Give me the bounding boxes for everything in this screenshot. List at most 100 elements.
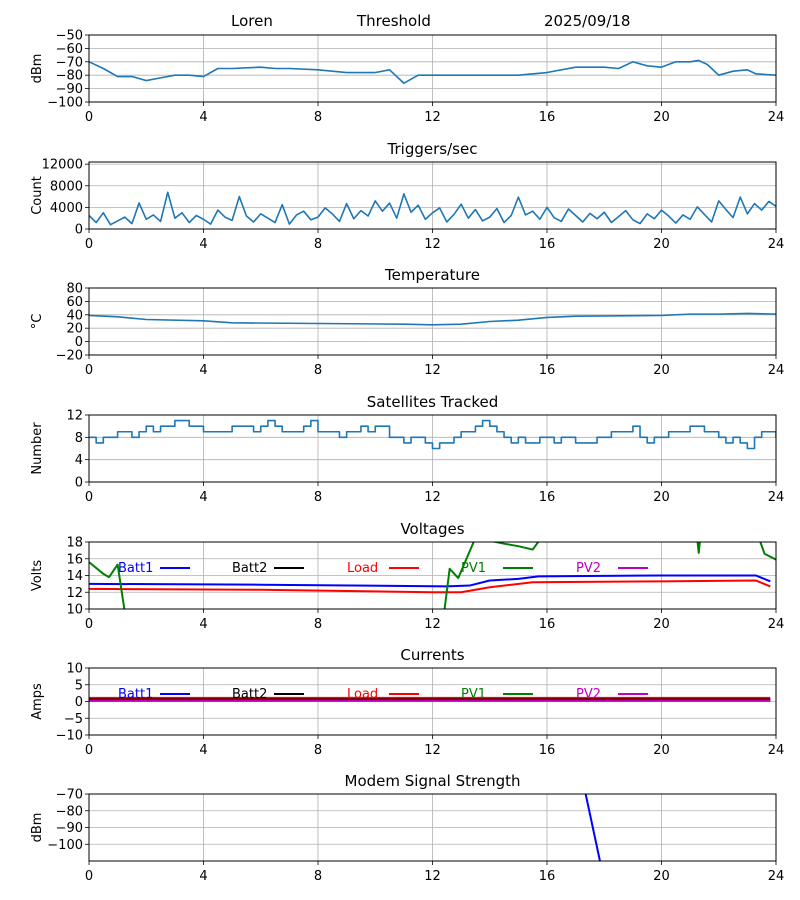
series-line-pv1 bbox=[89, 542, 776, 609]
legend-label-batt2: Batt2 bbox=[232, 687, 267, 702]
axes-frame bbox=[88, 287, 777, 356]
subplot-7: 0 4 8 12 16 20 24 −70−80 −90 −100 Modem Signal Str… bbox=[30, 772, 784, 884]
x-tick-label: 0 bbox=[85, 363, 93, 378]
y-tick-label: 8 bbox=[75, 431, 83, 446]
subplot-title: Satellites Tracked bbox=[367, 393, 498, 411]
x-tick-label: 24 bbox=[768, 110, 785, 125]
subplot-title: Voltages bbox=[400, 520, 464, 538]
y-tick-label: −20 bbox=[56, 349, 83, 364]
y-tick-label: −80 bbox=[56, 69, 83, 84]
legend-label-pv2: PV2 bbox=[576, 561, 601, 576]
legend-label-pv1: PV1 bbox=[461, 561, 486, 576]
subplot-2: 0 4 8 12 16 20 24 0 4000 8000 12000 Triggers/sec Cou… bbox=[30, 140, 784, 252]
x-tick-label: 16 bbox=[539, 490, 556, 505]
y-tick-label: 0 bbox=[75, 335, 83, 350]
x-tick-label: 4 bbox=[199, 490, 207, 505]
x-tick-label: 0 bbox=[85, 743, 93, 758]
header-mode: Threshold bbox=[357, 12, 431, 30]
series-line-batt1 bbox=[89, 574, 771, 588]
subplot-4: 0 4 8 12 16 20 24 12 8 4 0 Satellites Tracked Number bbox=[30, 393, 784, 505]
legend-label-load: Load bbox=[347, 561, 378, 576]
y-tick-label: −90 bbox=[56, 821, 83, 836]
x-tick-label: 8 bbox=[314, 869, 322, 884]
x-tick-label: 4 bbox=[199, 869, 207, 884]
y-tick-label: −70 bbox=[56, 788, 83, 803]
x-tick-label: 16 bbox=[539, 743, 556, 758]
x-tick-label: 12 bbox=[424, 490, 441, 505]
subplot-title: Temperature bbox=[384, 266, 480, 284]
x-tick-label: 20 bbox=[653, 617, 670, 632]
x-tick-label: 20 bbox=[653, 490, 670, 505]
x-tick-label: 24 bbox=[768, 617, 785, 632]
y-axis-label: °C bbox=[30, 314, 45, 330]
subplot-title: Currents bbox=[400, 646, 464, 664]
axes-frame bbox=[88, 541, 777, 610]
axes-frame bbox=[88, 667, 777, 736]
y-tick-label: 0 bbox=[75, 223, 83, 238]
y-tick-label: −70 bbox=[56, 55, 83, 70]
y-tick-label: 16 bbox=[66, 552, 83, 567]
axes-frame bbox=[88, 414, 777, 483]
y-axis-label: Volts bbox=[30, 560, 45, 592]
y-axis-label: Number bbox=[30, 422, 45, 475]
y-tick-label: −50 bbox=[56, 29, 83, 44]
legend-label-batt1: Batt1 bbox=[118, 687, 153, 702]
legend-label-pv1: PV1 bbox=[461, 687, 486, 702]
y-tick-label: −80 bbox=[56, 804, 83, 819]
x-tick-label: 12 bbox=[424, 237, 441, 252]
x-tick-label: 0 bbox=[85, 237, 93, 252]
x-tick-label: 8 bbox=[314, 363, 322, 378]
series-line-temperature bbox=[89, 312, 776, 326]
x-tick-label: 16 bbox=[539, 110, 556, 125]
subplot-6: 0 4 8 12 16 20 24 105 0 −5 −10 Currents Amps Batt1 Bat… bbox=[30, 646, 784, 758]
legend-label-load: Load bbox=[347, 687, 378, 702]
y-tick-label: −10 bbox=[56, 729, 83, 744]
y-tick-label: −60 bbox=[56, 42, 83, 57]
series-line-satellites bbox=[89, 419, 776, 450]
x-tick-label: 24 bbox=[768, 869, 785, 884]
x-tick-label: 20 bbox=[653, 237, 670, 252]
subplot-title: Triggers/sec bbox=[387, 140, 478, 158]
x-tick-label: 20 bbox=[653, 110, 670, 125]
x-tick-label: 24 bbox=[768, 743, 785, 758]
x-tick-label: 8 bbox=[314, 490, 322, 505]
x-tick-label: 16 bbox=[539, 617, 556, 632]
y-tick-label: 20 bbox=[66, 322, 83, 337]
y-tick-label: 0 bbox=[75, 695, 83, 710]
axes-frame bbox=[88, 793, 777, 862]
x-tick-label: 8 bbox=[314, 617, 322, 632]
x-tick-label: 20 bbox=[653, 363, 670, 378]
x-tick-label: 0 bbox=[85, 869, 93, 884]
x-tick-label: 20 bbox=[653, 743, 670, 758]
y-axis-label: Amps bbox=[30, 683, 45, 720]
y-axis-label: dBm bbox=[30, 813, 45, 843]
x-tick-label: 4 bbox=[199, 237, 207, 252]
x-tick-label: 16 bbox=[539, 363, 556, 378]
header-date: 2025/09/18 bbox=[544, 12, 631, 30]
x-tick-label: 24 bbox=[768, 363, 785, 378]
x-tick-label: 24 bbox=[768, 490, 785, 505]
x-tick-label: 0 bbox=[85, 617, 93, 632]
x-tick-label: 12 bbox=[424, 743, 441, 758]
y-tick-label: −90 bbox=[56, 82, 83, 97]
y-tick-label: 0 bbox=[75, 476, 83, 491]
x-tick-label: 12 bbox=[424, 617, 441, 632]
y-tick-label: −5 bbox=[64, 712, 83, 727]
y-tick-label: 4 bbox=[75, 453, 83, 468]
axes-frame bbox=[88, 34, 777, 103]
series-line-signal bbox=[89, 59, 776, 85]
y-tick-label: 12 bbox=[66, 409, 83, 424]
x-tick-label: 20 bbox=[653, 869, 670, 884]
series-line-triggers bbox=[89, 191, 776, 226]
y-tick-label: 18 bbox=[66, 536, 83, 551]
y-tick-label: 80 bbox=[66, 282, 83, 297]
y-tick-label: −100 bbox=[47, 838, 83, 853]
y-tick-label: 14 bbox=[66, 569, 83, 584]
x-tick-label: 12 bbox=[424, 363, 441, 378]
x-tick-label: 0 bbox=[85, 110, 93, 125]
subplot-title: Modem Signal Strength bbox=[345, 772, 521, 790]
